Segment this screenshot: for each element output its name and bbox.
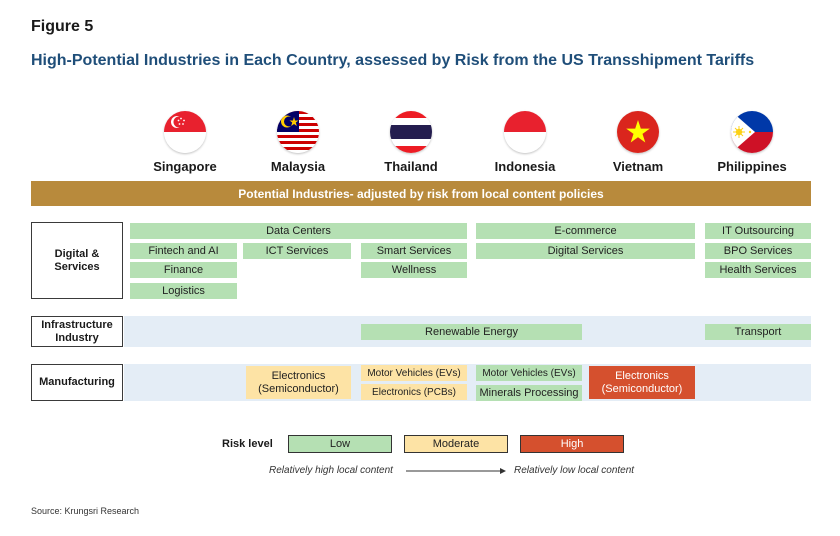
cell-smart-services: Smart Services [361, 243, 467, 259]
legend-low: Low [288, 435, 392, 453]
legend-left-note: Relatively high local content [269, 465, 393, 476]
legend-right-note: Relatively low local content [514, 465, 635, 476]
country-malaysia: Malaysia [270, 159, 326, 174]
cell-fintech-ai: Fintech and AI [130, 243, 237, 259]
country-thailand: Thailand [384, 159, 438, 174]
cell-renewable-energy: Renewable Energy [361, 324, 582, 340]
cell-minerals-processing: Minerals Processing [476, 385, 582, 401]
row-label-manufacturing: Manufacturing [31, 364, 123, 401]
cell-motor-vehicles-indonesia: Motor Vehicles (EVs) [476, 365, 582, 381]
country-singapore: Singapore [153, 159, 217, 174]
legend-moderate: Moderate [404, 435, 508, 453]
cell-wellness: Wellness [361, 262, 467, 278]
arrow-right-icon [406, 468, 506, 474]
row-label-digital-services: Digital & Services [31, 222, 123, 299]
cell-it-outsourcing: IT Outsourcing [705, 223, 811, 239]
cell-finance: Finance [130, 262, 237, 278]
country-vietnam: Vietnam [612, 159, 664, 174]
figure-title: High-Potential Industries in Each Countr… [31, 52, 755, 69]
cell-logistics: Logistics [130, 283, 237, 299]
row-label-infrastructure: Infrastructure Industry [31, 316, 123, 347]
legend-title: Risk level [222, 438, 273, 450]
cell-bpo-services: BPO Services [705, 243, 811, 259]
cell-electronics-pcbs: Electronics (PCBs) [361, 384, 467, 400]
cell-motor-vehicles-thailand: Motor Vehicles (EVs) [361, 365, 467, 381]
cell-ecommerce: E-commerce [476, 223, 695, 239]
potential-industries-banner: Potential Industries- adjusted by risk f… [31, 181, 811, 206]
cell-data-centers: Data Centers [130, 223, 467, 239]
cell-transport: Transport [705, 324, 811, 340]
cell-electronics-semiconductor-malaysia: Electronics (Semiconductor) [246, 366, 351, 399]
cell-digital-services: Digital Services [476, 243, 695, 259]
cell-electronics-semiconductor-vietnam: Electronics (Semiconductor) [589, 366, 695, 399]
legend-high: High [520, 435, 624, 453]
figure-label: Figure 5 [31, 18, 94, 35]
indonesia-flag-icon [504, 111, 546, 153]
country-indonesia: Indonesia [494, 159, 556, 174]
country-philippines: Philippines [717, 159, 787, 174]
cell-ict-services: ICT Services [243, 243, 351, 259]
manufacturing-band [124, 364, 811, 401]
source-note: Source: Krungsri Research [31, 506, 140, 516]
thailand-flag-icon [390, 111, 432, 153]
singapore-flag-icon [164, 111, 206, 153]
malaysia-flag-icon [277, 111, 319, 153]
philippines-flag-icon [731, 111, 773, 153]
vietnam-flag-icon [617, 111, 659, 153]
cell-health-services: Health Services [705, 262, 811, 278]
